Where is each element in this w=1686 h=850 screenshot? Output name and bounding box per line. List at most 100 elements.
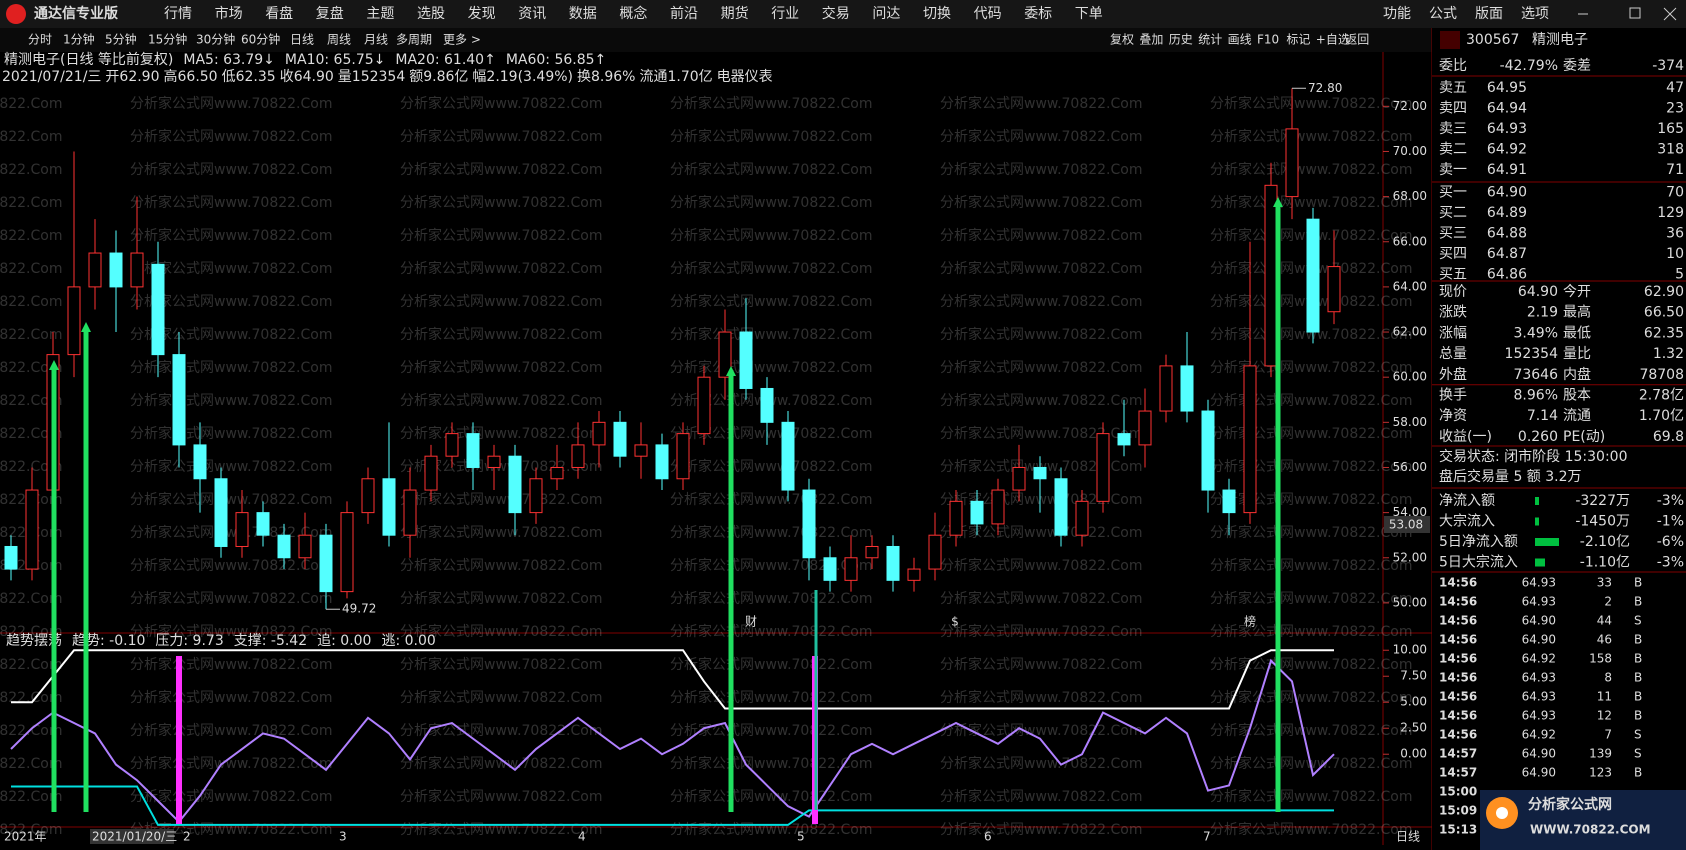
candle-body xyxy=(886,545,900,581)
watermark: 分析家公式网www.70822.Com xyxy=(400,161,602,178)
event-marker[interactable]: 财 xyxy=(745,615,757,629)
stat-label: 换手 xyxy=(1439,387,1467,404)
event-marker[interactable]: 榜 xyxy=(1244,614,1256,629)
menu-item[interactable]: 行情 xyxy=(164,6,192,22)
watermark: 分析家公式网www.70822.Com xyxy=(670,425,872,442)
tick-price: 64.90 xyxy=(1522,633,1556,647)
tool-button[interactable]: 叠加 xyxy=(1139,33,1163,47)
candle-body xyxy=(1012,466,1026,491)
menu-item[interactable]: 前沿 xyxy=(670,5,698,22)
watermark: 分析家公式网www.70822.Com xyxy=(400,524,602,541)
candle-body xyxy=(382,478,396,536)
menu-item[interactable]: 版面 xyxy=(1475,6,1503,22)
menu-item[interactable]: 复盘 xyxy=(316,5,344,22)
period-tab[interactable]: 30分钟 xyxy=(196,32,235,47)
candle-body xyxy=(67,286,81,356)
period-tab[interactable]: 日线 xyxy=(290,33,314,47)
watermark: 分析家公式网www.70822.Com xyxy=(1210,557,1412,574)
watermark: 分析家公式网www.70822.Com xyxy=(940,491,1142,508)
menu-item[interactable]: 主题 xyxy=(366,6,394,22)
tool-button[interactable]: 返回 xyxy=(1345,33,1369,47)
event-marker[interactable]: $ xyxy=(951,615,959,629)
period-tab[interactable]: 多周期 xyxy=(396,33,432,47)
watermark: 分析家公式网www.70822.Com xyxy=(130,359,332,376)
menu-item[interactable]: 市场 xyxy=(215,5,243,22)
menu-item[interactable]: 看盘 xyxy=(265,5,293,22)
indicator-legend: 逃: 0.00 xyxy=(381,633,435,649)
tick-volume: 11 xyxy=(1597,690,1612,704)
stat-value: 8.96% xyxy=(1514,388,1558,404)
menu-item[interactable]: 选股 xyxy=(417,6,445,22)
menu-item[interactable]: 公式 xyxy=(1429,6,1457,22)
book-price: 64.86 xyxy=(1487,267,1527,283)
tool-button[interactable]: 画线 xyxy=(1228,33,1252,47)
book-side: 买二 xyxy=(1439,205,1467,221)
tool-button[interactable]: 历史 xyxy=(1169,33,1193,47)
stat-label: 内盘 xyxy=(1563,366,1591,383)
tick-side: B xyxy=(1634,766,1642,780)
tool-button[interactable]: 复权 xyxy=(1110,33,1134,47)
tick-price: 64.92 xyxy=(1522,652,1556,666)
watermark: 分析家公式网www.70822.Com xyxy=(670,590,872,607)
quote-summary: 幅2.19(3.49%) xyxy=(472,69,573,85)
tick-price: 64.92 xyxy=(1522,728,1556,742)
menu-item[interactable]: 下单 xyxy=(1075,6,1103,22)
y-tick-label: 70.00 xyxy=(1393,144,1427,158)
menu-item[interactable]: 数据 xyxy=(569,6,597,22)
menu-item[interactable]: 发现 xyxy=(468,6,496,22)
quote-panel xyxy=(1432,28,1686,850)
menu-item[interactable]: 问达 xyxy=(872,6,900,22)
tick-volume: 12 xyxy=(1597,709,1612,723)
window-controls[interactable] xyxy=(1578,7,1677,21)
period-tab[interactable]: 周线 xyxy=(327,33,351,47)
candle-body xyxy=(928,534,942,570)
watermark: 分析家公式网www.70822.Com xyxy=(400,491,602,508)
watermark: 分析家公式网www.70822.Com xyxy=(670,524,872,541)
candle-body xyxy=(424,455,438,491)
period-tab[interactable]: 1分钟 xyxy=(63,32,95,47)
tool-button[interactable]: 统计 xyxy=(1198,33,1222,47)
candle-body xyxy=(109,252,123,288)
cursor-price: 53.08 xyxy=(1389,518,1423,532)
candle-body xyxy=(949,500,963,536)
menu-item[interactable]: 行业 xyxy=(771,6,799,22)
period-tab[interactable]: 15分钟 xyxy=(148,32,187,47)
book-side: 买三 xyxy=(1439,226,1467,242)
menu-item[interactable]: 选项 xyxy=(1521,6,1549,22)
tick-side: S xyxy=(1634,747,1642,761)
y-tick-label: 64.00 xyxy=(1393,279,1427,293)
candle-body xyxy=(823,557,837,581)
period-tab[interactable]: 分时 xyxy=(28,33,52,47)
candle-body xyxy=(1033,466,1047,480)
watermark: 分析家公式网www.70822.Com xyxy=(940,293,1142,310)
watermark: 分析家公式网www.70822.Com xyxy=(130,623,332,640)
tool-button[interactable]: F10 xyxy=(1257,33,1279,47)
watermark: 分析家公式网www.70822.Com xyxy=(400,194,602,211)
watermark: 分析家公式网www.70822.Com xyxy=(400,755,602,772)
stat-value: 62.90 xyxy=(1644,284,1684,300)
menu-item[interactable]: 概念 xyxy=(619,5,647,22)
candle-body xyxy=(88,252,102,288)
watermark: 分析家公式网www.70822.Com xyxy=(400,722,602,739)
watermark: 分析家公式网www.70822.Com xyxy=(400,128,602,145)
menu-item[interactable]: 代码 xyxy=(974,6,1002,22)
tool-button[interactable]: +自选 xyxy=(1316,33,1350,47)
tick-time: 15:00 xyxy=(1439,785,1477,799)
watermark: 分析家公式网www.70822.Com xyxy=(670,128,872,145)
menu-item[interactable]: 期货 xyxy=(721,5,749,22)
menu-item[interactable]: 资讯 xyxy=(518,6,546,22)
period-tab[interactable]: 月线 xyxy=(364,33,388,47)
period-tab[interactable]: 60分钟 xyxy=(241,32,280,47)
stat-label: 涨幅 xyxy=(1439,325,1467,341)
menu-item[interactable]: 交易 xyxy=(822,5,850,22)
period-tab[interactable]: 更多 > xyxy=(443,33,481,47)
watermark: 分析家公式网www.70822.Com xyxy=(670,623,872,640)
menu-item[interactable]: 功能 xyxy=(1383,6,1411,22)
date-label: 2021/01/20/三 xyxy=(92,830,177,844)
menu-item[interactable]: 切换 xyxy=(923,5,951,22)
menu-item[interactable]: 委标 xyxy=(1024,6,1052,22)
watermark: 分析家公式网www.70822.Com xyxy=(670,491,872,508)
tool-button[interactable]: 标记 xyxy=(1286,33,1310,47)
candle-body xyxy=(1117,433,1131,446)
period-tab[interactable]: 5分钟 xyxy=(105,32,137,47)
